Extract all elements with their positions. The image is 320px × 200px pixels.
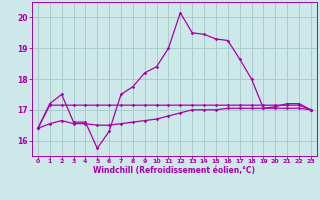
X-axis label: Windchill (Refroidissement éolien,°C): Windchill (Refroidissement éolien,°C)	[93, 166, 255, 175]
